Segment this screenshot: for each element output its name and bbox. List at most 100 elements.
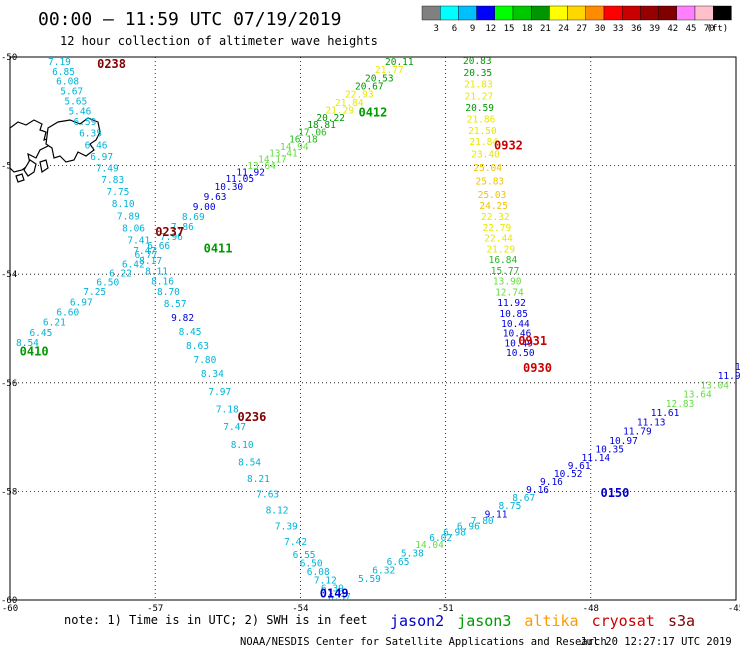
falkland-islands-coastline bbox=[9, 117, 101, 183]
colorbar-tick-label: (ft) bbox=[707, 24, 729, 34]
altika-swh-value: 13.90 bbox=[493, 277, 522, 288]
s3a-swh-value: 7.75 bbox=[107, 187, 130, 198]
y-tick-label: -52 bbox=[1, 162, 17, 172]
jason3-swh-value: 6.45 bbox=[29, 328, 52, 339]
jason2-swh-value: 10.35 bbox=[595, 445, 624, 456]
jason2-swh-value: 6.65 bbox=[387, 557, 410, 568]
colorbar-swatch bbox=[676, 5, 696, 21]
jason3-swh-value: 18.81 bbox=[307, 120, 336, 131]
jason2-swh-value: 9.16 bbox=[526, 485, 549, 496]
jason2-swh-value: 6.02 bbox=[429, 533, 452, 544]
altika-swh-value: 23.40 bbox=[471, 150, 500, 161]
jason3-swh-value: 20.11 bbox=[385, 57, 414, 68]
jason3-swh-value: 11.05 bbox=[225, 174, 254, 185]
jason3-swh-value: 21.29 bbox=[325, 106, 354, 117]
altika-swh-value: 10.44 bbox=[501, 319, 530, 330]
jason3-swh-value: 7.86 bbox=[171, 222, 194, 233]
s3a-swh-value: 5.67 bbox=[60, 87, 83, 98]
legend-cryosat: cryosat bbox=[592, 612, 655, 630]
pass-time-label: 0412 bbox=[358, 106, 387, 120]
s3a-swh-value: 6.50 bbox=[300, 559, 323, 570]
colorbar-swatch bbox=[458, 5, 477, 21]
jason3-swh-value: 9.00 bbox=[193, 202, 216, 213]
altika-swh-value: 20.83 bbox=[463, 56, 492, 67]
pass-time-label: 0236 bbox=[237, 410, 266, 424]
colorbar-tick-label: 27 bbox=[576, 24, 587, 34]
s3a-swh-value: 8.34 bbox=[201, 369, 224, 380]
altika-swh-value: 25.83 bbox=[476, 177, 505, 188]
s3a-swh-value: 8.21 bbox=[247, 474, 270, 485]
colorbar-tick-label: 39 bbox=[649, 24, 660, 34]
jason2-swh-value: 10.52 bbox=[554, 469, 583, 480]
x-tick-label: -60 bbox=[2, 604, 18, 614]
jason3-swh-value: 9.63 bbox=[204, 192, 227, 203]
s3a-swh-value: 8.57 bbox=[164, 299, 187, 310]
s3a-swh-value: 7.12 bbox=[314, 575, 337, 586]
colorbar-swatch bbox=[713, 5, 732, 21]
plot-frame bbox=[9, 56, 737, 601]
jason2-swh-value: 13.04 bbox=[700, 380, 729, 391]
jason2-swh-value: 6.98 bbox=[443, 527, 466, 538]
colorbar-swatch bbox=[585, 5, 605, 21]
generation-timestamp: Jul 20 12:27:17 UTC 2019 bbox=[580, 636, 732, 648]
jason3-swh-value: 7.96 bbox=[160, 232, 183, 243]
jason2-swh-value: 9.16 bbox=[540, 477, 563, 488]
s3a-swh-value: 7.41 bbox=[127, 235, 150, 246]
colorbar-swatch bbox=[421, 5, 441, 21]
s3a-swh-value: 5.65 bbox=[64, 96, 87, 107]
jason3-swh-value: 6.50 bbox=[96, 277, 119, 288]
altika-swh-value: 21.50 bbox=[468, 126, 497, 137]
colorbar-swatch bbox=[640, 5, 659, 21]
altika-swh-value: 15.77 bbox=[491, 266, 520, 277]
altika-swh-value: 10.85 bbox=[499, 309, 528, 320]
altika-swh-value: 25.04 bbox=[473, 163, 502, 174]
s3a-swh-value: 8.16 bbox=[151, 277, 174, 288]
graticule bbox=[10, 57, 736, 600]
jason2-swh-value: 11.13 bbox=[637, 417, 666, 428]
s3a-swh-value: 6.35 bbox=[79, 129, 102, 140]
jason3-swh-value: 20.53 bbox=[365, 73, 394, 84]
pass-time-label: 0930 bbox=[523, 361, 552, 375]
altika-swh-value: 25.03 bbox=[478, 190, 507, 201]
jason2-swh-value: 7.80 bbox=[471, 516, 494, 527]
colorbar-swatch bbox=[567, 5, 586, 21]
y-tick-label: -58 bbox=[1, 487, 17, 497]
s3a-swh-value: 8.70 bbox=[157, 287, 180, 298]
colorbar-swatch bbox=[440, 5, 459, 21]
y-tick-label: -50 bbox=[1, 53, 17, 63]
x-tick-label: -51 bbox=[437, 604, 453, 614]
jason3-swh-value: 11.92 bbox=[236, 167, 265, 178]
s3a-swh-value: 8.12 bbox=[266, 505, 289, 516]
footnote: note: 1) Time is in UTC; 2) SWH is in fe… bbox=[64, 613, 367, 627]
satellite-tracks: 7.196.856.085.675.655.466.596.356.466.97… bbox=[16, 56, 740, 603]
s3a-swh-value: 6.85 bbox=[52, 67, 75, 78]
s3a-swh-value: 6.59 bbox=[73, 117, 96, 128]
colorbar-tick-label: 6 bbox=[452, 24, 457, 34]
altika-swh-value: 10.50 bbox=[506, 348, 535, 359]
colorbar-swatch bbox=[531, 5, 550, 21]
jason2-swh-value: 10.97 bbox=[609, 436, 638, 447]
colorbar-tick-label: 45 bbox=[686, 24, 697, 34]
jason3-swh-value: 6.60 bbox=[56, 307, 79, 318]
map-subtitle: 12 hour collection of altimeter wave hei… bbox=[60, 34, 378, 48]
jason2-swh-value: 11.14 bbox=[582, 453, 611, 464]
colorbar-swatch bbox=[494, 5, 514, 21]
jason3-swh-value: 6.42 bbox=[122, 259, 145, 270]
colorbar-tick-label: 15 bbox=[504, 24, 515, 34]
altika-swh-value: 21.86 bbox=[467, 115, 496, 126]
s3a-swh-value: 6.08 bbox=[307, 567, 330, 578]
colorbar-tick-label: 3 bbox=[433, 24, 438, 34]
satellite-legend: jason2 jason3 altika cryosat s3a bbox=[390, 612, 695, 630]
s3a-swh-value: 9.82 bbox=[171, 313, 194, 324]
colorbar-tick-label: 36 bbox=[631, 24, 642, 34]
s3a-swh-value: 7.63 bbox=[256, 490, 279, 501]
s3a-swh-value: 7.83 bbox=[101, 175, 124, 186]
altika-swh-value: 22.32 bbox=[481, 212, 510, 223]
s3a-swh-value: 5.46 bbox=[68, 106, 91, 117]
legend-jason2: jason2 bbox=[390, 612, 444, 630]
s3a-swh-value: 6.97 bbox=[90, 152, 113, 163]
colorbar-tick-label: 9 bbox=[470, 24, 475, 34]
s3a-swh-value: 8.45 bbox=[179, 327, 202, 338]
jason2-swh-value: 6.96 bbox=[457, 522, 480, 533]
s3a-swh-value: 7.49 bbox=[96, 163, 119, 174]
